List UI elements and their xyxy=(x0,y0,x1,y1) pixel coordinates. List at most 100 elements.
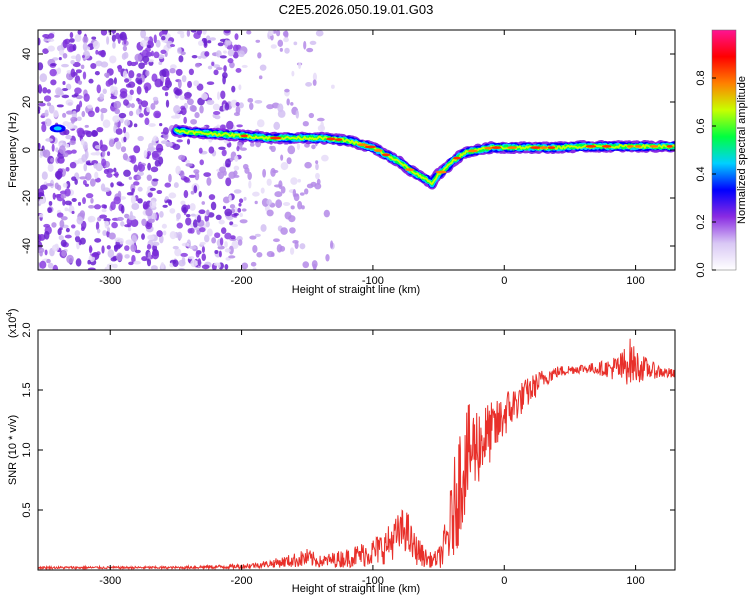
noise-speckle xyxy=(169,43,176,48)
snr-y-tick-label: 1.5 xyxy=(21,382,33,397)
noise-speckle xyxy=(136,97,140,102)
noise-speckle xyxy=(106,245,111,250)
noise-speckle xyxy=(152,178,159,182)
noise-speckle xyxy=(158,156,164,165)
noise-speckle xyxy=(296,142,301,151)
noise-speckle xyxy=(140,39,148,47)
noise-speckle xyxy=(145,70,150,77)
noise-speckle xyxy=(115,141,122,150)
noise-speckle xyxy=(146,106,151,113)
noise-speckle xyxy=(49,68,57,77)
noise-speckle xyxy=(41,123,47,133)
noise-speckle xyxy=(64,207,69,212)
noise-speckle xyxy=(38,106,41,112)
noise-speckle xyxy=(224,264,229,270)
noise-speckle xyxy=(249,102,254,111)
noise-speckle xyxy=(53,109,59,118)
figure-title: C2E5.2026.050.19.01.G03 xyxy=(279,2,434,17)
noise-speckle xyxy=(140,30,147,39)
noise-speckle xyxy=(233,165,240,171)
noise-speckle xyxy=(101,208,107,213)
noise-speckle xyxy=(316,178,321,185)
noise-speckle xyxy=(155,143,164,153)
noise-speckle xyxy=(175,68,183,76)
ridge-hotspot xyxy=(435,170,447,174)
noise-speckle xyxy=(102,230,107,236)
snr-y-tick-label: 2.0 xyxy=(21,322,33,337)
noise-speckle xyxy=(100,107,108,114)
noise-speckle xyxy=(50,79,57,86)
noise-speckle xyxy=(95,60,103,67)
noise-speckle xyxy=(62,182,68,188)
noise-speckle xyxy=(133,145,141,154)
noise-speckle xyxy=(91,253,98,258)
noise-speckle xyxy=(309,40,317,46)
noise-speckle xyxy=(226,120,234,130)
noise-speckle xyxy=(120,221,125,227)
snr-x-label: Height of straight line (km) xyxy=(292,583,420,595)
noise-speckle xyxy=(233,189,242,194)
noise-speckle xyxy=(65,134,72,140)
ridge-hotspot xyxy=(357,143,368,147)
noise-speckle xyxy=(138,113,144,118)
noise-speckle xyxy=(133,181,140,186)
noise-speckle xyxy=(55,147,59,153)
noise-speckle xyxy=(233,170,238,176)
noise-speckle xyxy=(229,221,234,226)
noise-speckle xyxy=(152,241,160,247)
noise-speckle xyxy=(270,167,276,177)
noise-speckle xyxy=(117,190,122,199)
noise-speckle xyxy=(71,149,77,154)
noise-speckle xyxy=(52,192,56,200)
noise-speckle xyxy=(165,141,173,147)
noise-speckle xyxy=(180,107,187,116)
noise-speckle xyxy=(187,255,195,260)
noise-speckle xyxy=(178,154,186,161)
noise-speckle xyxy=(287,145,296,155)
noise-speckle xyxy=(42,34,50,38)
noise-speckle xyxy=(246,30,252,35)
noise-speckle xyxy=(87,267,96,270)
noise-speckle xyxy=(107,249,115,258)
noise-speckle xyxy=(153,110,162,119)
noise-speckle xyxy=(119,31,127,41)
noise-speckle xyxy=(54,182,59,190)
heatmap-y-tick-label: 0 xyxy=(21,147,33,153)
noise-speckle xyxy=(214,250,219,254)
noise-speckle xyxy=(219,166,227,173)
noise-speckle xyxy=(147,234,155,241)
noise-speckle xyxy=(260,224,267,232)
noise-speckle xyxy=(113,196,121,205)
noise-speckle xyxy=(168,199,173,206)
noise-speckle xyxy=(131,254,136,264)
noise-speckle xyxy=(168,192,177,199)
ridge-early-core xyxy=(53,126,62,131)
noise-speckle xyxy=(106,151,111,156)
noise-speckle xyxy=(83,163,88,172)
noise-speckle xyxy=(102,119,111,129)
noise-speckle xyxy=(99,144,108,152)
noise-speckle xyxy=(206,99,215,105)
noise-speckle xyxy=(44,118,52,127)
noise-speckle xyxy=(136,175,142,180)
noise-speckle xyxy=(74,230,81,237)
noise-speckle xyxy=(79,237,86,245)
noise-speckle xyxy=(170,115,179,119)
noise-speckle xyxy=(75,53,81,63)
ridge-hotspot xyxy=(585,145,597,148)
noise-speckle xyxy=(193,185,198,194)
noise-speckle xyxy=(207,65,213,70)
noise-speckle xyxy=(58,49,65,56)
noise-speckle xyxy=(159,123,163,127)
noise-speckle xyxy=(56,212,64,218)
noise-speckle xyxy=(112,115,121,123)
noise-speckle xyxy=(133,123,138,128)
noise-speckle xyxy=(223,65,227,73)
noise-speckle xyxy=(228,245,234,255)
noise-speckle xyxy=(156,190,163,195)
noise-speckle xyxy=(152,212,157,221)
noise-speckle xyxy=(229,204,236,209)
noise-speckle xyxy=(67,208,74,212)
noise-speckle xyxy=(112,41,116,49)
